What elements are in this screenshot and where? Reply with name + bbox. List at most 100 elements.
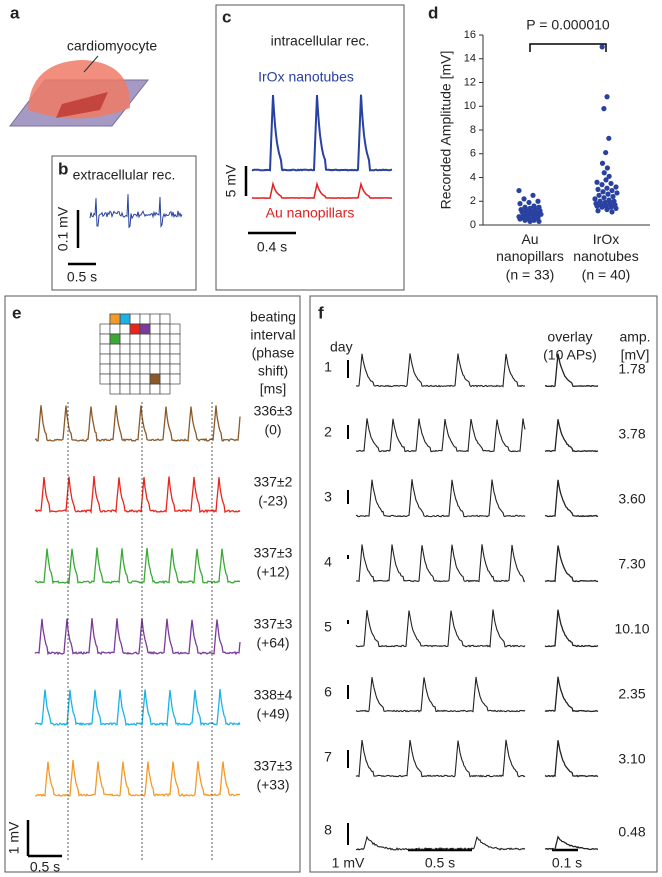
data-point (526, 199, 532, 206)
grid-cell (159, 323, 171, 335)
trace (355, 739, 526, 778)
row-interval: 336±3 (254, 403, 293, 419)
grid-cell (129, 373, 141, 385)
electrode-cell (109, 313, 121, 325)
amplitude-label: 7.30 (618, 556, 645, 572)
panel-label: d (428, 3, 438, 22)
data-point (600, 189, 606, 195)
grid-cell (99, 333, 111, 345)
trace (34, 547, 241, 585)
grid-cell (169, 323, 181, 335)
day-label: 7 (324, 749, 332, 765)
trace (251, 180, 392, 199)
amplitude-label: 3.78 (618, 426, 645, 442)
data-point (535, 198, 541, 204)
electrode-cell (109, 333, 121, 345)
grid-cell (159, 343, 171, 355)
grid-cell (159, 383, 171, 395)
day-label: 3 (324, 489, 332, 505)
trace (355, 609, 526, 648)
panel-e-frame (4, 295, 301, 873)
trace (356, 835, 526, 851)
trace (35, 405, 241, 442)
panel-f-frame (309, 295, 658, 873)
data-point (606, 135, 612, 141)
grid-cell (109, 383, 121, 395)
grid-cell (99, 363, 111, 375)
data-point (592, 196, 598, 202)
grid-cell (169, 333, 181, 345)
grid-cell (139, 373, 151, 385)
grid-cell (149, 313, 161, 325)
data-point (604, 206, 610, 213)
data-point (606, 173, 612, 179)
grid-cell (139, 333, 151, 345)
y-tick-label: 16 (464, 29, 476, 41)
day-label: 4 (324, 554, 332, 570)
x-tick-label: IrOx nanotubes (573, 231, 638, 264)
scale-label: 0.5 s (67, 269, 97, 285)
trace (544, 609, 599, 648)
amplitude-label: 10.10 (614, 621, 649, 637)
grid-cell (139, 363, 151, 375)
grid-cell (129, 333, 141, 345)
data-point (599, 44, 605, 50)
grid-cell (109, 323, 121, 335)
row-shift: (+49) (256, 706, 289, 722)
data-point (531, 217, 537, 223)
annotation: cardiomyocyte (67, 38, 157, 54)
data-point (530, 192, 536, 198)
grid-cell (99, 353, 111, 365)
data-point (594, 179, 600, 185)
grid-cell (139, 313, 151, 325)
row-interval: 337±3 (254, 616, 293, 632)
amplitude-label: 1.78 (618, 361, 645, 377)
data-point (605, 191, 611, 197)
grid-cell (99, 343, 111, 355)
grid-cell (169, 353, 181, 365)
pointer (83, 55, 99, 73)
data-point (538, 211, 544, 217)
trace (544, 835, 598, 851)
data-point (604, 165, 611, 171)
panel-label: e (12, 303, 21, 322)
data-point (601, 195, 607, 201)
grid-cell (149, 323, 161, 335)
panel-label: c (222, 7, 231, 26)
trace (355, 418, 526, 453)
column-header: amp. (619, 329, 650, 345)
grid-cell (129, 353, 141, 365)
scale-label: 0.5 s (425, 855, 455, 871)
column-header: [ms] (260, 381, 286, 397)
scale-label: 0.5 s (30, 859, 60, 875)
column-header: interval (250, 327, 295, 343)
trace (544, 740, 599, 778)
y-tick-label: 0 (470, 219, 476, 231)
data-point (609, 209, 615, 215)
grid-cell (129, 313, 141, 325)
column-header: (10 APs) (543, 347, 597, 363)
data-point (527, 218, 533, 225)
data-point (613, 205, 619, 211)
panel-title: intracellular rec. (271, 33, 370, 49)
trace (355, 544, 526, 583)
scale-label: 5 mV (223, 164, 239, 197)
annotation: P = 0.000010 (526, 17, 610, 33)
data-point (595, 208, 601, 214)
data-point (604, 185, 610, 191)
grid-cell (149, 353, 161, 365)
x-tick-note: (n = 40) (582, 267, 631, 283)
trace (34, 760, 241, 798)
panel-title: extracellular rec. (73, 167, 176, 183)
grid-cell (169, 343, 181, 355)
x-tick-note: (n = 33) (506, 267, 555, 283)
trace (355, 353, 526, 388)
column-header: day (330, 339, 353, 355)
scale-label: 0.1 s (552, 855, 582, 871)
grid-cell (169, 363, 181, 375)
trace (251, 94, 393, 172)
column-header: (phase (252, 345, 295, 361)
amplitude-label: 3.60 (618, 491, 645, 507)
panel-b-frame (51, 155, 197, 291)
panel-c-frame (215, 4, 405, 291)
